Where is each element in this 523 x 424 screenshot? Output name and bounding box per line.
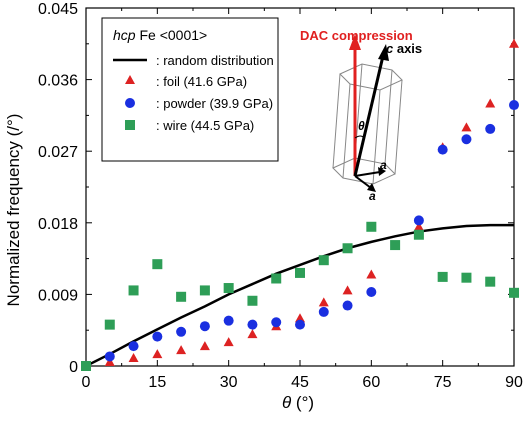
- legend-label-foil: : foil (41.6 GPa): [156, 74, 247, 89]
- series-line-random-distribution: [85, 223, 514, 368]
- c-axis-label-letter: c: [386, 41, 394, 56]
- x-tick-label: 60: [362, 374, 380, 391]
- c-axis-arrow: [353, 55, 385, 177]
- data-point-powder: [318, 306, 329, 317]
- data-point-foil: [295, 313, 305, 323]
- data-point-wire: [295, 267, 305, 278]
- data-point-powder: [366, 287, 377, 298]
- c-axis-label: c axis: [386, 41, 422, 56]
- data-point-powder: [199, 321, 210, 332]
- a-axis-arrowhead-1: [378, 167, 386, 176]
- data-point-foil: [413, 221, 424, 231]
- data-point-wire: [366, 221, 377, 232]
- x-axis-label: θ (°): [282, 393, 314, 412]
- y-tick-label: 0.018: [38, 216, 78, 233]
- data-point-wire: [461, 272, 472, 283]
- c-axis-label-rest: axis: [393, 41, 422, 56]
- data-point-wire: [104, 319, 115, 330]
- data-point-powder: [128, 341, 139, 352]
- legend-box: [101, 17, 279, 162]
- data-point-foil: [342, 285, 353, 295]
- compression-arrowhead: [349, 34, 361, 50]
- data-point-powder: [176, 326, 187, 337]
- theta-arc: [354, 135, 365, 139]
- x-tick-label: 90: [505, 374, 523, 391]
- data-point-foil: [104, 357, 115, 367]
- legend-label-powder: : powder (39.9 GPa): [156, 96, 273, 111]
- data-point-wire: [509, 287, 519, 298]
- legend-title-rest: Fe <0001>: [136, 27, 208, 43]
- data-point-wire: [199, 285, 210, 296]
- legend-label-random: : random distribution: [156, 53, 274, 68]
- y-tick-label: 0.045: [38, 1, 78, 18]
- data-point-powder: [342, 300, 353, 311]
- theta-label: θ: [358, 119, 365, 133]
- x-tick-label: 30: [220, 374, 238, 391]
- data-point-foil: [176, 345, 187, 355]
- data-point-wire: [81, 361, 91, 371]
- data-point-wire: [318, 255, 329, 266]
- a-axis-label-1: a: [380, 158, 387, 172]
- a-axis-arrowhead-2: [367, 183, 376, 192]
- data-point-wire: [390, 240, 401, 251]
- data-point-wire: [223, 283, 234, 294]
- data-point-wire: [176, 291, 187, 302]
- legend-label-wire: : wire (44.5 GPa): [156, 118, 254, 133]
- data-point-foil: [247, 329, 258, 339]
- data-point-wire: [247, 295, 258, 306]
- data-point-wire: [152, 259, 163, 270]
- legend-marker-powder: [125, 98, 135, 108]
- compression-label: DAC compression: [300, 28, 413, 43]
- data-point-foil: [461, 122, 472, 132]
- data-point-powder: [223, 315, 234, 326]
- data-point-foil: [509, 38, 519, 48]
- legend-title-italic: hcp: [113, 27, 136, 43]
- data-point-powder: [247, 319, 258, 330]
- legend: hcp Fe <0001> : random distribution : fo…: [101, 17, 279, 162]
- data-point-powder: [413, 215, 424, 226]
- data-point-foil: [128, 353, 139, 363]
- y-tick-label: 0.027: [38, 144, 78, 161]
- data-point-powder: [271, 317, 282, 328]
- legend-title: hcp Fe <0001>: [113, 27, 207, 43]
- data-point-wire: [485, 276, 496, 287]
- data-point-foil: [199, 341, 210, 351]
- x-axis-label-unit: (°): [291, 393, 314, 412]
- data-point-foil: [366, 269, 377, 279]
- data-point-foil: [485, 98, 496, 108]
- data-point-wire: [437, 271, 448, 282]
- x-axis-label-symbol: θ: [282, 393, 292, 412]
- x-tick-label: 0: [82, 374, 91, 391]
- data-point-foil: [223, 337, 234, 347]
- c-axis-arrowhead: [378, 44, 389, 61]
- data-point-powder: [437, 144, 448, 155]
- a-axis-arrow-1: [354, 171, 381, 177]
- data-point-foil: [318, 297, 329, 307]
- data-point-powder: [509, 100, 519, 111]
- crystal-inset-diagram: DAC compression c axis θ a a: [300, 28, 422, 203]
- data-point-powder: [295, 319, 305, 330]
- data-point-wire: [271, 273, 282, 284]
- x-tick-label: 75: [434, 374, 452, 391]
- data-point-wire: [413, 229, 424, 240]
- y-axis-label: Normalized frequency (/°): [4, 114, 23, 307]
- y-tick-label: 0: [69, 359, 78, 376]
- y-tick-label: 0.009: [38, 287, 78, 304]
- y-tick-label: 0.036: [38, 73, 78, 90]
- data-point-foil: [152, 349, 163, 359]
- data-point-powder: [152, 331, 163, 342]
- data-point-powder: [461, 134, 472, 145]
- data-point-powder: [485, 123, 496, 134]
- legend-marker-wire: [125, 120, 135, 130]
- x-tick-label: 45: [291, 374, 309, 391]
- a-axis-label-2: a: [369, 189, 376, 203]
- data-point-wire: [128, 285, 139, 296]
- legend-marker-foil: [125, 75, 135, 84]
- x-tick-label: 15: [148, 374, 166, 391]
- a-axis-arrow-2: [354, 175, 372, 189]
- data-point-wire: [342, 243, 353, 254]
- data-point-powder: [104, 351, 115, 362]
